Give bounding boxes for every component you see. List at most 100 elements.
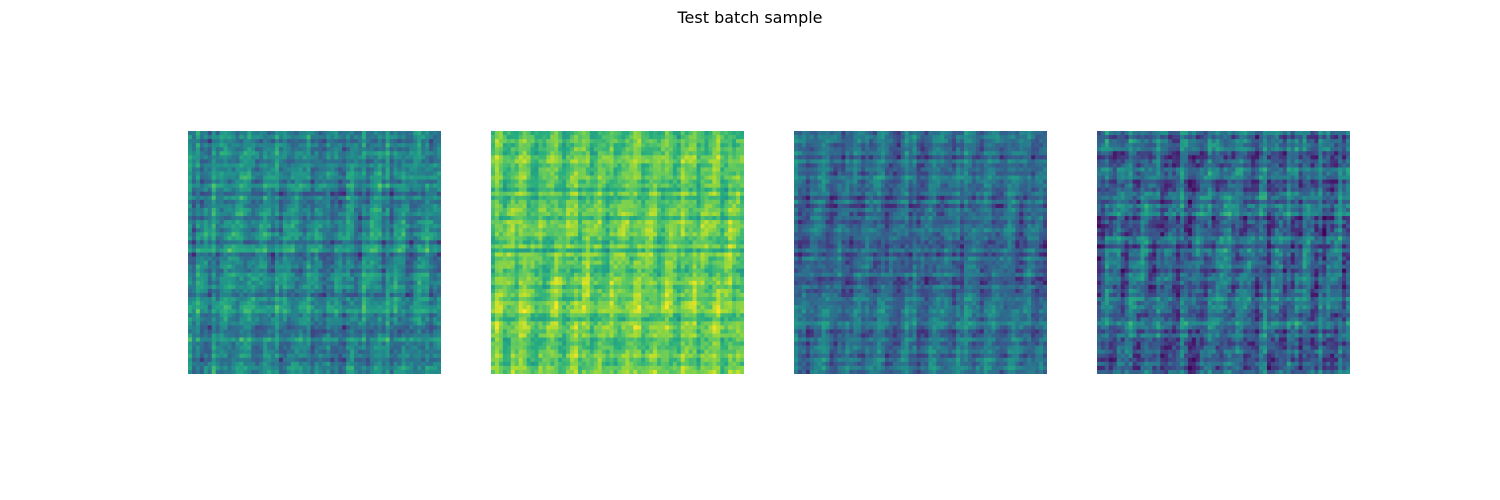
heatmap-cell [227,313,233,318]
heatmap-cell [417,341,422,347]
heatmap-cell [223,260,229,266]
heatmap-cell [231,159,237,164]
heatmap-cell [298,143,304,148]
heatmap-cell [546,143,551,148]
heatmap-cell [302,232,308,237]
heatmap-cell [720,131,725,136]
heatmap-cell [437,301,441,306]
heatmap-cell [437,321,441,326]
heatmap-cell [294,131,300,136]
heatmap-cell [306,309,312,314]
heatmap-cell [302,244,308,250]
heatmap-cell [377,139,383,144]
heatmap-cell [282,260,288,266]
heatmap-cell [369,244,375,250]
heatmap-cell [429,252,434,258]
heatmap-cell [720,135,725,140]
heatmap-cell [251,143,256,148]
heatmap-cell [724,183,729,189]
heatmap-cell [243,167,248,173]
heatmap-cell [211,293,217,298]
heatmap-cell [413,349,418,355]
heatmap-cell [585,151,591,156]
heatmap-cell [306,337,312,343]
heatmap-cell [585,171,591,177]
heatmap-cell [429,341,434,347]
heatmap-cell [259,252,264,258]
heatmap-cell [502,183,508,189]
heatmap-cell [700,195,706,201]
heatmap-cell [577,143,583,148]
heatmap-cell [314,252,320,258]
heatmap-cell [736,167,741,173]
heatmap-cell [191,333,197,339]
heatmap-cell [350,187,355,193]
heatmap-cell [342,155,347,160]
heatmap-cell [601,187,607,193]
heatmap-cell [732,179,737,185]
heatmap-cell [425,191,430,197]
heatmap-cell [310,143,316,148]
heatmap-cell [708,195,713,201]
heatmap-cell [255,167,260,173]
heatmap-cell [369,272,375,278]
heatmap-cell [429,236,434,241]
heatmap-cell [357,199,363,205]
heatmap-cell [215,163,221,169]
heatmap-cell [191,135,197,140]
heatmap-cell [290,280,296,286]
heatmap-cell [373,301,379,306]
heatmap-cell [188,353,193,359]
heatmap-cell [562,175,567,181]
heatmap-cell [314,365,320,371]
heatmap-cell [267,280,272,286]
heatmap-cell [385,220,391,225]
heatmap-cell [199,147,205,152]
heatmap-cell [310,280,316,286]
heatmap-cell [393,228,399,233]
heatmap-cell [188,272,193,278]
heatmap-cell [235,248,240,254]
heatmap-cell [724,167,729,173]
heatmap-cell [195,357,201,363]
heatmap-cell [255,268,260,274]
heatmap-cell [597,135,603,140]
heatmap-cell [203,353,209,359]
heatmap-cell [239,167,244,173]
heatmap-cell [219,191,225,197]
heatmap-cell [314,151,320,156]
heatmap-cell [298,337,304,343]
heatmap-cell [534,195,540,201]
heatmap-cell [239,244,244,250]
heatmap-cell [389,272,395,278]
heatmap-cell [326,195,331,201]
heatmap-cell [433,365,438,371]
heatmap-cell [381,288,387,294]
heatmap-cell [227,220,233,225]
heatmap-cell [409,179,414,185]
heatmap-cell [425,365,430,371]
heatmap-cell [397,317,403,322]
heatmap-cell [267,333,272,339]
heatmap-cell [629,171,634,177]
heatmap-cell [385,284,391,290]
heatmap-cell [342,183,347,189]
heatmap-cell [191,203,197,209]
heatmap-cell [223,163,229,169]
heatmap-cell [346,236,351,241]
heatmap-cell [361,309,367,314]
heatmap-cell [310,256,316,262]
heatmap-cell [334,369,339,374]
heatmap-cell [617,147,623,152]
heatmap-cell [286,207,292,213]
heatmap-cell [306,236,312,241]
heatmap-cell [219,220,225,225]
heatmap-cell [243,272,248,278]
heatmap-cell [413,220,418,225]
heatmap-cell [425,159,430,164]
heatmap-cell [243,248,248,254]
heatmap-cell [314,293,320,298]
heatmap-cell [696,135,702,140]
heatmap-cell [684,139,690,144]
heatmap-cell [199,297,205,302]
